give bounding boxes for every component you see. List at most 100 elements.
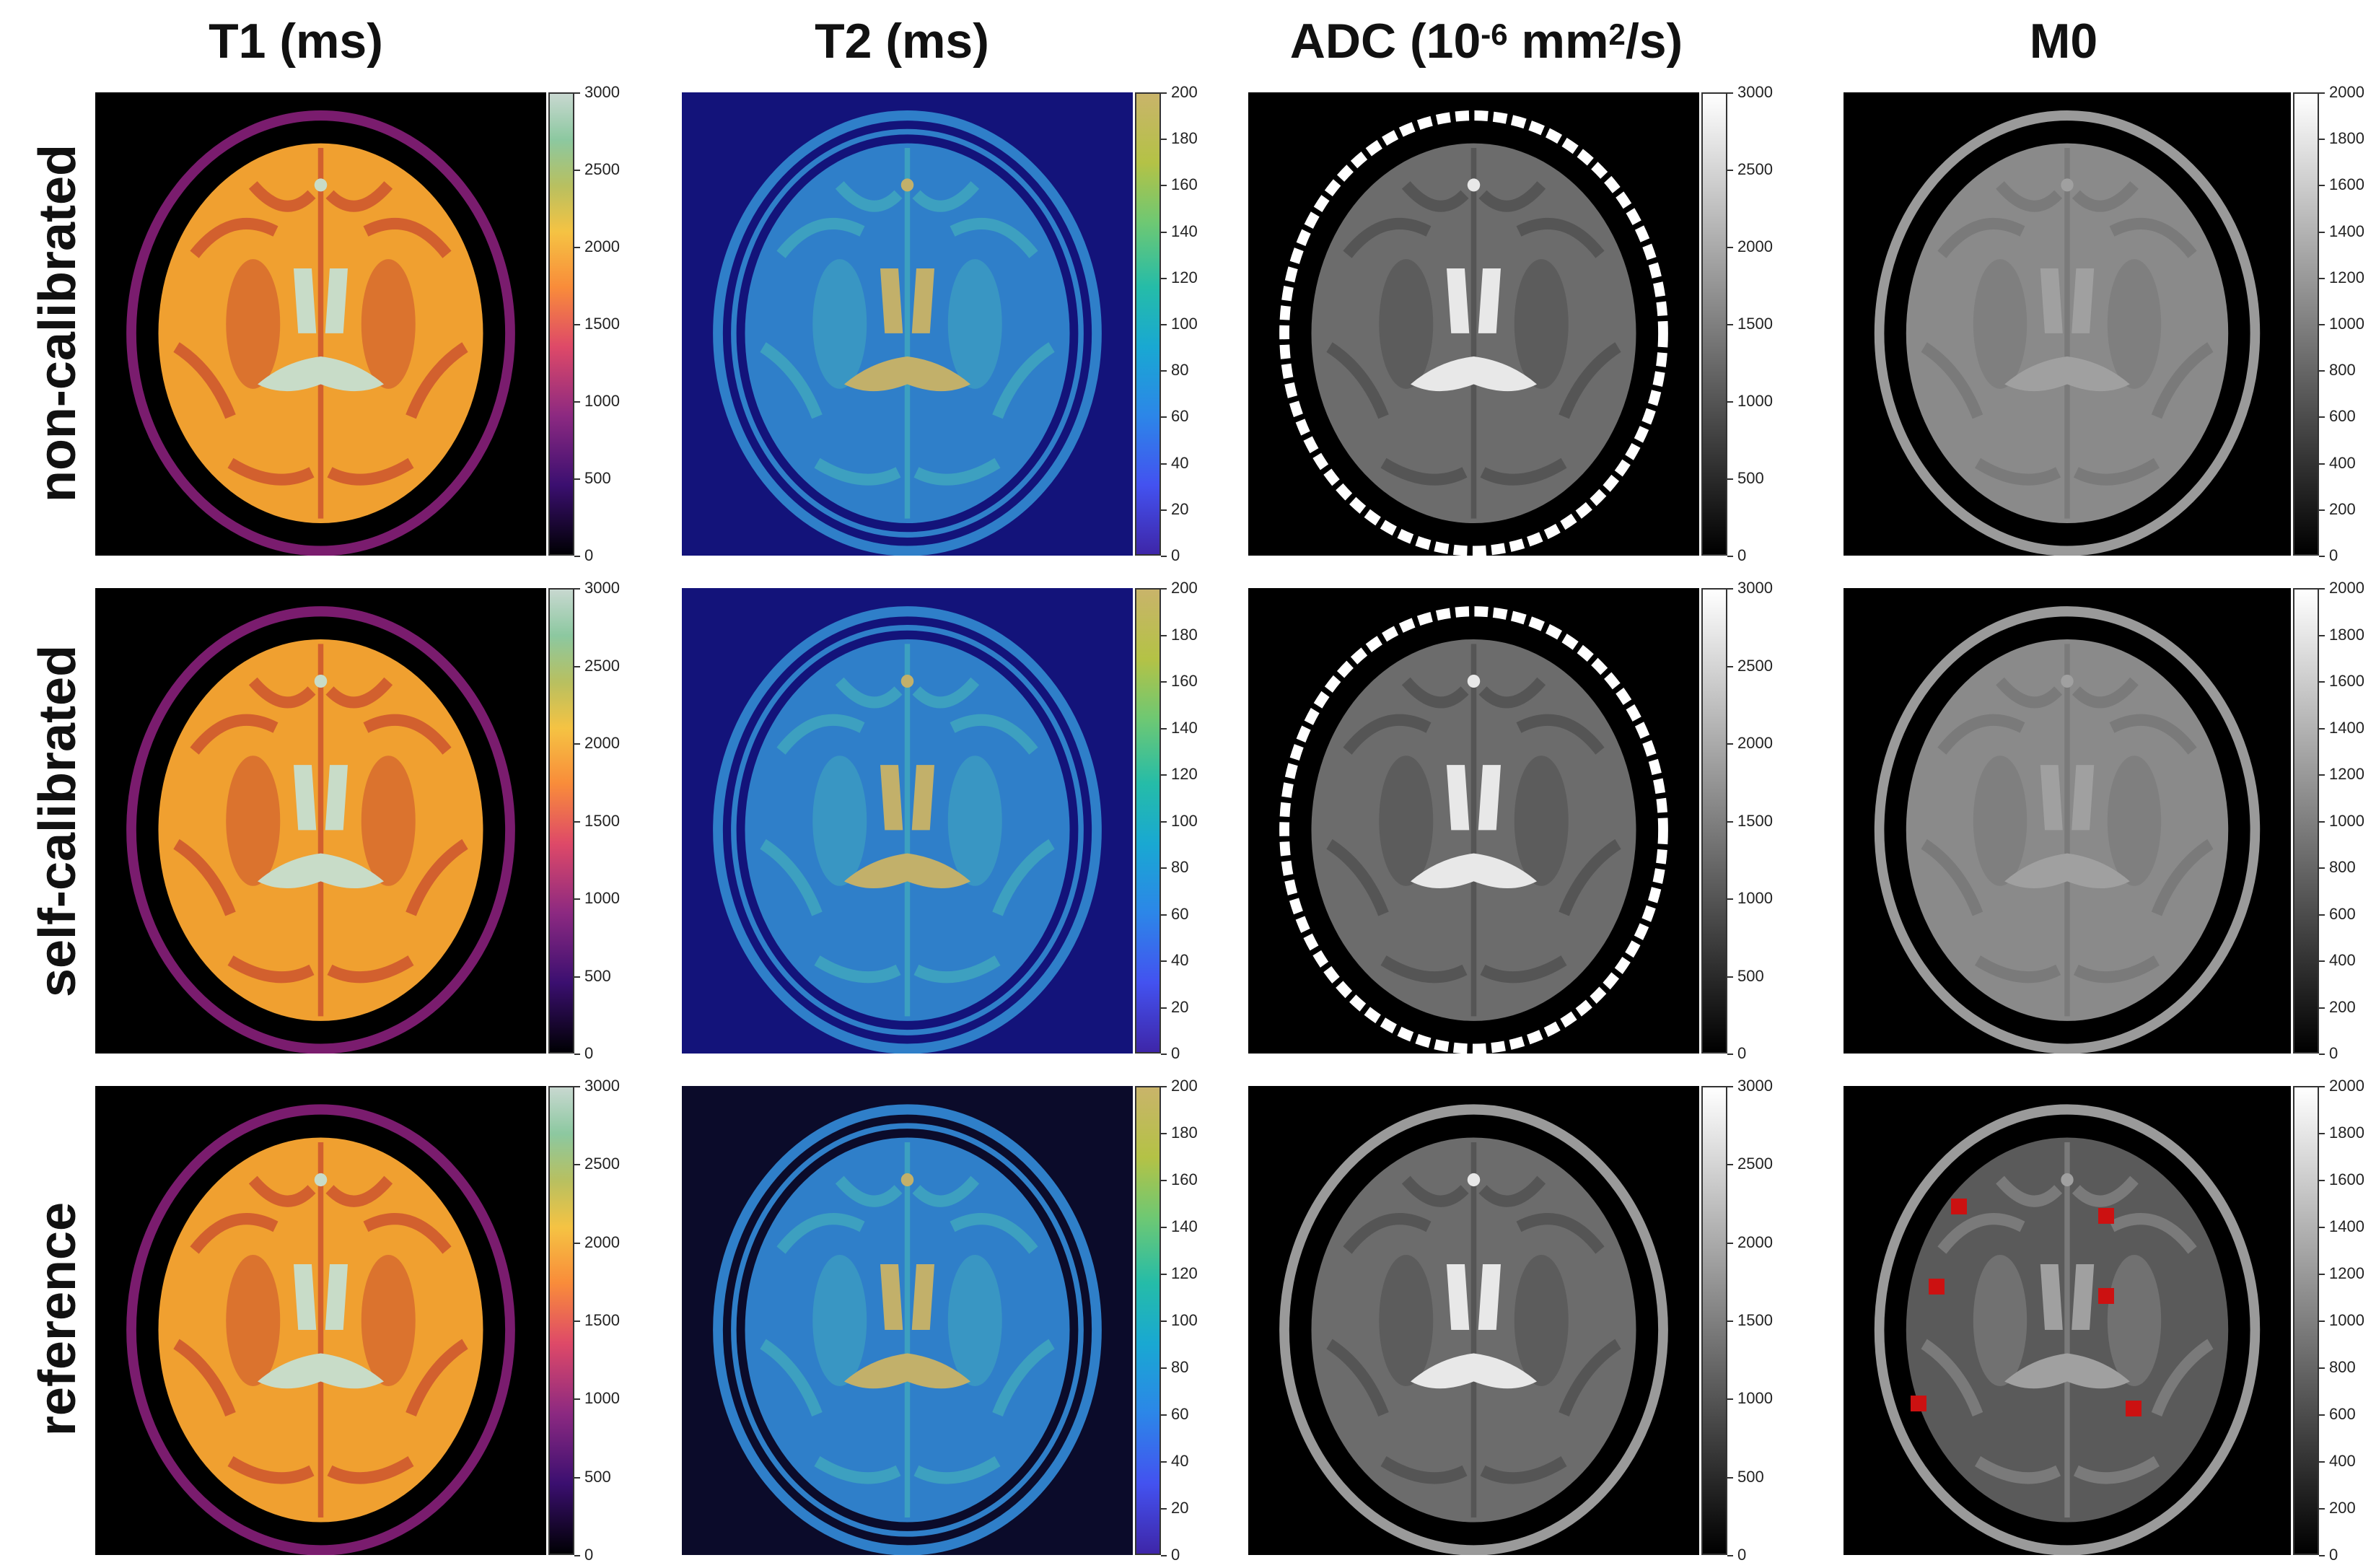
adc-title-unit: mm	[1507, 14, 1609, 69]
colorbar-tick-label: 1200	[2319, 765, 2364, 783]
colorbar-tick-label: 1400	[2319, 718, 2364, 737]
colorbar-tick-label: 60	[1160, 407, 1189, 426]
brain-slice-image	[1248, 92, 1699, 556]
colorbar-tick-label: 600	[2319, 1405, 2356, 1423]
row-label-reference: reference	[29, 1201, 87, 1436]
colorbar-tick-label: 20	[1160, 997, 1189, 1016]
colorbar-tick-label: 2000	[574, 237, 620, 255]
colorbar-tick-label: 200	[1161, 1077, 1198, 1095]
map-t1-ref	[95, 1086, 546, 1555]
colorbar-tick-label: 100	[1161, 315, 1198, 333]
colorbar-t2-ref	[1135, 1086, 1161, 1555]
brain-slice-image	[95, 92, 546, 556]
colorbar-tick-label: 0	[1727, 1044, 1747, 1062]
colorbar-tick-label: 2000	[574, 734, 620, 752]
map-t2-ref	[682, 1086, 1133, 1555]
colorbar-tick-label: 200	[2319, 499, 2356, 518]
column-title-adc: ADC (10-6 mm2/s)	[1227, 13, 1746, 78]
colorbar-t1-non	[548, 92, 574, 556]
colorbar-tick-label: 80	[1160, 361, 1189, 380]
colorbar-tick-label: 100	[1161, 811, 1198, 830]
row-label-self-calibrated: self-calibrated	[29, 644, 87, 997]
colorbar-t1-ref	[548, 1086, 574, 1555]
colorbar-tick-label: 2500	[1727, 160, 1773, 178]
colorbar-tick-label: 0	[1727, 546, 1747, 564]
colorbar-tick-label: 20	[1160, 499, 1189, 518]
colorbar-tick-label: 1500	[574, 315, 620, 333]
colorbar-tick-label: 2500	[574, 1155, 620, 1173]
brain-slice-image	[1248, 1086, 1699, 1555]
colorbar-tick-label: 1200	[2319, 268, 2364, 286]
colorbar-tick-label: 2000	[1727, 237, 1773, 255]
colorbar-tick-label: 500	[574, 966, 611, 985]
colorbar-tick-label: 0	[1160, 546, 1180, 564]
colorbar-tick-label: 2000	[2319, 579, 2364, 597]
colorbar-tick-label: 400	[2319, 453, 2356, 472]
colorbar-tick-label: 800	[2319, 858, 2356, 876]
column-title-t1: T1 (ms)	[209, 14, 383, 69]
adc-title-unit-exponent: 2	[1608, 17, 1626, 51]
colorbar-tick-label: 2000	[2319, 83, 2364, 101]
colorbar-tick-label: 2500	[574, 656, 620, 675]
colorbar-tick-label: 0	[1160, 1546, 1180, 1564]
colorbar-tick-label: 400	[2319, 951, 2356, 969]
colorbar-t1-self	[548, 588, 574, 1054]
colorbar-tick-label: 2000	[1727, 1232, 1773, 1251]
colorbar-tick-label: 500	[1727, 469, 1764, 487]
map-t1-non	[95, 92, 546, 556]
map-m0-non	[1844, 92, 2291, 556]
colorbar-adc-self	[1701, 588, 1727, 1054]
brain-slice-image	[682, 588, 1133, 1054]
colorbar-tick-label: 160	[1161, 672, 1198, 690]
colorbar-tick-label: 200	[2319, 1499, 2356, 1517]
colorbar-tick-label: 120	[1161, 1264, 1198, 1282]
column-title-t2: T2 (ms)	[815, 14, 989, 69]
colorbar-tick-label: 1500	[1727, 1311, 1773, 1329]
colorbar-tick-label: 600	[2319, 904, 2356, 923]
colorbar-tick-label: 800	[2319, 361, 2356, 380]
colorbar-tick-label: 0	[574, 1044, 594, 1062]
colorbar-tick-label: 0	[574, 1546, 594, 1564]
colorbar-tick-label: 20	[1160, 1499, 1189, 1517]
column-title-m0: M0	[2029, 14, 2098, 69]
colorbar-tick-label: 1000	[574, 889, 620, 907]
colorbar-tick-label: 60	[1160, 1405, 1189, 1423]
colorbar-tick-label: 1000	[2319, 315, 2364, 333]
colorbar-tick-label: 80	[1160, 1358, 1189, 1376]
colorbar-tick-label: 200	[1161, 579, 1198, 597]
roi-marker	[2098, 1208, 2115, 1224]
colorbar-tick-label: 1000	[2319, 811, 2364, 830]
colorbar-tick-label: 140	[1161, 1217, 1198, 1235]
map-t2-non	[682, 92, 1133, 556]
colorbar-adc-non	[1701, 92, 1727, 556]
colorbar-m0-self	[2293, 588, 2319, 1054]
colorbar-tick-label: 3000	[1727, 1077, 1773, 1095]
colorbar-tick-label: 1000	[574, 1389, 620, 1408]
colorbar-tick-label: 600	[2319, 407, 2356, 426]
colorbar-tick-label: 0	[2318, 1546, 2338, 1564]
colorbar-t2-self	[1135, 588, 1161, 1054]
colorbar-tick-label: 1000	[1727, 889, 1773, 907]
colorbar-tick-label: 1800	[2319, 625, 2364, 644]
colorbar-adc-ref	[1701, 1086, 1727, 1555]
colorbar-tick-label: 180	[1161, 1124, 1198, 1142]
colorbar-tick-label: 3000	[574, 83, 620, 101]
colorbar-tick-label: 1500	[1727, 315, 1773, 333]
colorbar-tick-label: 180	[1161, 625, 1198, 644]
roi-marker	[2098, 1287, 2115, 1304]
colorbar-tick-label: 2000	[1727, 734, 1773, 752]
map-m0-self	[1844, 588, 2291, 1054]
colorbar-tick-label: 140	[1161, 718, 1198, 737]
colorbar-tick-label: 1000	[1727, 1389, 1773, 1408]
colorbar-tick-label: 1400	[2319, 1217, 2364, 1235]
brain-slice-image	[682, 1086, 1133, 1555]
colorbar-tick-label: 160	[1161, 175, 1198, 194]
brain-slice-image	[1248, 588, 1699, 1054]
map-t1-self	[95, 588, 546, 1054]
colorbar-tick-label: 2500	[1727, 1155, 1773, 1173]
colorbar-tick-label: 40	[1160, 1452, 1189, 1470]
colorbar-tick-label: 2500	[1727, 656, 1773, 675]
colorbar-tick-label: 40	[1160, 453, 1189, 472]
colorbar-tick-label: 3000	[1727, 83, 1773, 101]
colorbar-tick-label: 1000	[574, 392, 620, 410]
